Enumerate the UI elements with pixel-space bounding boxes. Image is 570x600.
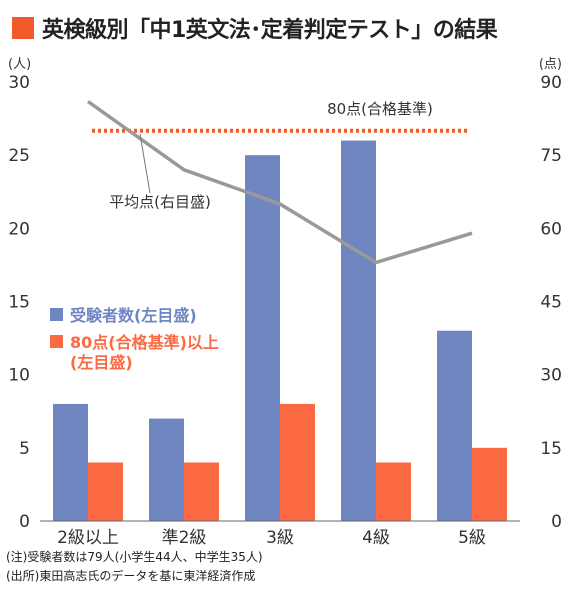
right-tick-label: 90	[540, 73, 562, 93]
bar-passers	[184, 462, 219, 521]
average-annotation: 平均点(右目盛)	[109, 193, 211, 211]
legend-swatch-passers	[50, 335, 63, 348]
left-tick-label: 10	[8, 366, 30, 386]
category-label: 5級	[458, 528, 486, 548]
left-tick-label: 20	[8, 219, 30, 239]
left-tick-label: 5	[19, 439, 30, 459]
left-tick-label: 25	[8, 146, 30, 166]
title-marker	[12, 17, 34, 39]
right-axis-unit: (点)	[539, 57, 562, 72]
right-tick-label: 45	[540, 293, 562, 313]
right-tick-label: 15	[540, 439, 562, 459]
reference-line-label: 80点(合格基準)	[327, 100, 433, 118]
right-tick-label: 30	[540, 366, 562, 386]
bar-passers	[472, 447, 507, 521]
legend-swatch-examinees	[50, 308, 63, 321]
right-tick-label: 0	[551, 512, 562, 532]
category-label: 2級以上	[57, 528, 119, 548]
left-axis-unit: (人)	[8, 57, 31, 72]
bar-passers	[376, 462, 411, 521]
bar-examinees	[149, 418, 184, 521]
left-tick-label: 30	[8, 73, 30, 93]
category-label: 4級	[362, 528, 390, 548]
bar-passers	[88, 462, 123, 521]
chart-title: 英検級別「中1英文法･定着判定テスト」の結果	[42, 18, 498, 43]
legend-label-passers: 80点(合格基準)以上	[70, 333, 219, 352]
bar-examinees	[245, 155, 280, 521]
legend-label-passers-scale: (左目盛)	[70, 353, 133, 372]
footnote-source: (出所)東田高志氏のデータを基に東洋経済作成	[6, 569, 256, 583]
bar-examinees	[437, 330, 472, 521]
footnote-note: (注)受験者数は79人(小学生44人、中学生35人)	[6, 550, 263, 564]
right-tick-label: 75	[540, 146, 562, 166]
bar-examinees	[53, 403, 88, 521]
legend-label-examinees: 受験者数(左目盛)	[70, 306, 197, 325]
footnotes: (注)受験者数は79人(小学生44人、中学生35人) (出所)東田高志氏のデータ…	[6, 548, 263, 586]
annotation-leader	[139, 133, 151, 194]
right-tick-label: 60	[540, 219, 562, 239]
bar-passers	[280, 403, 315, 521]
average-line	[86, 100, 473, 265]
left-tick-label: 0	[19, 512, 30, 532]
category-label: 準2級	[162, 528, 207, 548]
bar-examinees	[341, 140, 376, 522]
left-tick-label: 15	[8, 293, 30, 313]
category-label: 3級	[266, 528, 294, 548]
chart-title-row: 英検級別「中1英文法･定着判定テスト」の結果	[12, 12, 498, 44]
